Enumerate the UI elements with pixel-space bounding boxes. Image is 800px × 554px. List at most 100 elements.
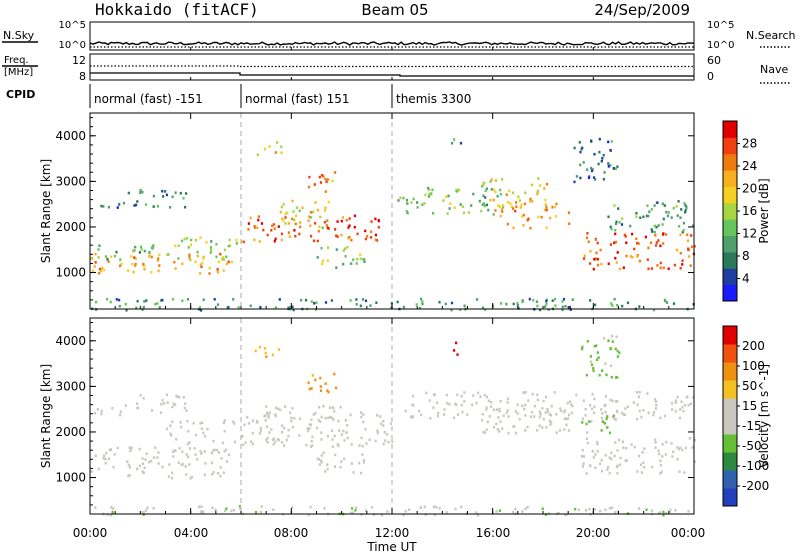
data-pixel [611, 399, 614, 403]
data-pixel [594, 466, 597, 469]
data-pixel [110, 506, 113, 509]
data-pixel [215, 448, 219, 452]
data-pixel [430, 192, 433, 195]
data-pixel [334, 171, 337, 174]
data-pixel [668, 510, 671, 514]
data-pixel [324, 470, 327, 473]
data-pixel [553, 391, 556, 394]
data-pixel [463, 391, 466, 394]
data-pixel [346, 424, 349, 427]
data-pixel [330, 299, 333, 302]
data-pixel [225, 507, 228, 510]
data-pixel [533, 415, 536, 418]
data-pixel [600, 408, 603, 411]
data-pixel [320, 174, 324, 177]
data-pixel [519, 206, 522, 209]
data-pixel [339, 405, 342, 409]
data-pixel [312, 239, 316, 243]
data-pixel [199, 422, 202, 425]
data-pixel [171, 195, 174, 199]
data-pixel [662, 242, 665, 245]
data-pixel [589, 250, 592, 253]
data-pixel [601, 157, 604, 160]
data-pixel [600, 416, 603, 420]
data-pixel [151, 244, 154, 248]
data-pixel [499, 214, 502, 218]
data-pixel [596, 241, 599, 245]
data-pixel [133, 249, 136, 252]
data-pixel [606, 468, 609, 471]
data-pixel [671, 408, 674, 411]
data-pixel [614, 511, 617, 514]
data-pixel [568, 305, 571, 309]
data-pixel [499, 188, 502, 192]
data-pixel [521, 299, 524, 302]
data-pixel [600, 458, 603, 462]
data-pixel [510, 205, 513, 209]
data-pixel [363, 258, 366, 261]
data-pixel [323, 507, 326, 510]
data-pixel [463, 304, 466, 308]
data-pixel [492, 198, 495, 202]
data-pixel [323, 209, 326, 212]
data-pixel [614, 441, 617, 444]
data-pixel [646, 204, 649, 208]
data-pixel [454, 507, 457, 511]
data-pixel [250, 440, 253, 443]
data-pixel [161, 189, 164, 193]
data-pixel [655, 241, 658, 244]
data-pixel [589, 299, 592, 302]
data-pixel [374, 238, 377, 242]
y-tick-label: 2000 [55, 425, 86, 439]
colorbar-tick-label: -100 [742, 459, 769, 473]
data-pixel [616, 510, 619, 513]
data-pixel [580, 147, 583, 151]
data-pixel [596, 450, 599, 453]
data-pixel [580, 454, 583, 458]
data-pixel [448, 207, 451, 210]
data-pixel [495, 422, 498, 426]
data-pixel [551, 205, 554, 209]
data-pixel [485, 395, 489, 399]
data-pixel [174, 403, 177, 406]
data-pixel [436, 401, 439, 405]
data-pixel [280, 145, 283, 149]
data-pixel [608, 507, 612, 510]
data-pixel [483, 181, 486, 185]
data-pixel [232, 508, 236, 512]
data-pixel [518, 418, 521, 421]
data-pixel [568, 222, 571, 225]
data-pixel [512, 207, 515, 210]
data-pixel [309, 224, 312, 227]
data-pixel [223, 450, 226, 453]
data-pixel [689, 264, 692, 267]
data-pixel [187, 246, 190, 249]
data-pixel [693, 245, 696, 248]
data-pixel [456, 188, 459, 192]
data-pixel [141, 462, 145, 465]
data-pixel [310, 440, 313, 443]
x-tick-label-4: 16:00 [476, 526, 511, 540]
data-pixel [684, 403, 687, 407]
data-pixel [486, 420, 489, 424]
data-pixel [279, 210, 282, 214]
data-pixel [318, 458, 321, 461]
data-pixel [104, 457, 107, 461]
data-pixel [171, 405, 174, 409]
data-pixel [462, 211, 466, 215]
data-pixel [480, 209, 483, 213]
data-pixel [359, 257, 362, 261]
data-pixel [502, 414, 505, 418]
data-pixel [654, 244, 658, 247]
data-pixel [325, 180, 328, 184]
data-pixel [317, 419, 320, 422]
data-pixel [127, 191, 130, 195]
data-pixel [360, 415, 363, 419]
data-pixel [182, 196, 185, 200]
data-pixel [427, 195, 431, 198]
data-pixel [593, 152, 596, 156]
data-pixel [374, 217, 377, 221]
data-pixel [563, 428, 566, 431]
data-pixel [359, 253, 362, 256]
data-pixel [565, 513, 568, 516]
